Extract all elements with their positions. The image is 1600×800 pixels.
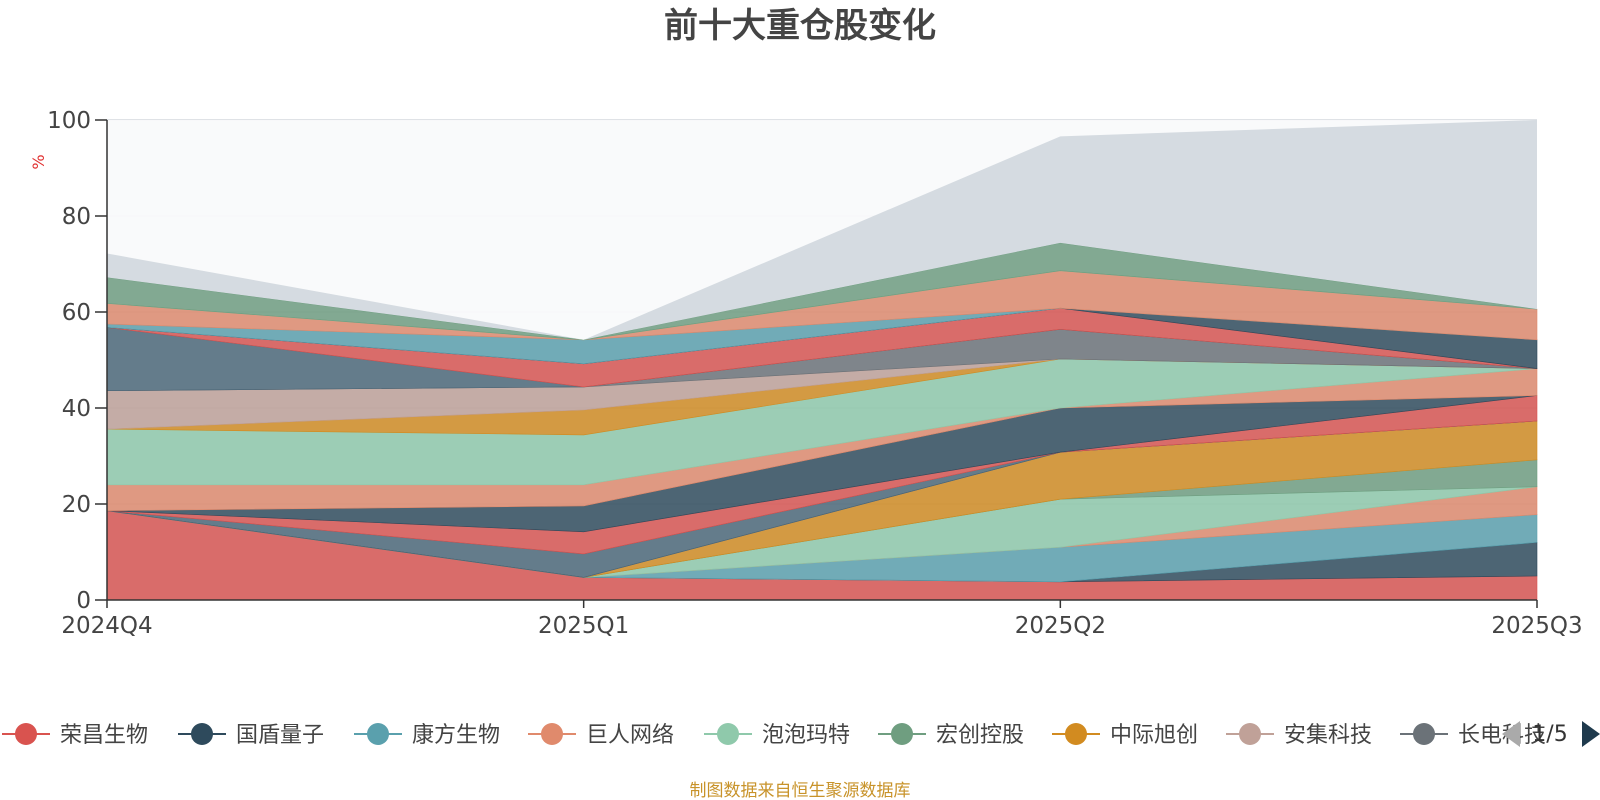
legend: 荣昌生物 国盾量子 康方生物 巨人网络 泡泡玛特 宏创控股 中际旭创 安集科技 长电科技 bbox=[2, 723, 1546, 748]
legend-item[interactable]: 泡泡玛特 bbox=[704, 723, 850, 748]
y-tick-label: 60 bbox=[62, 300, 91, 326]
y-axis-ticks: 0 20 40 60 80 100 bbox=[47, 108, 107, 614]
legend-item[interactable]: 康方生物 bbox=[354, 723, 500, 748]
x-tick-label: 2025Q3 bbox=[1491, 613, 1582, 639]
legend-label: 宏创控股 bbox=[936, 723, 1024, 748]
legend-marker bbox=[15, 723, 37, 745]
legend-label: 巨人网络 bbox=[586, 723, 674, 748]
legend-label: 安集科技 bbox=[1284, 723, 1372, 748]
legend-marker bbox=[891, 723, 913, 745]
legend-label: 长电科技 bbox=[1458, 723, 1546, 748]
legend-next-arrow-icon[interactable] bbox=[1582, 721, 1600, 747]
legend-marker bbox=[367, 723, 389, 745]
legend-marker bbox=[717, 723, 739, 745]
legend-marker bbox=[1413, 723, 1435, 745]
x-axis-ticks: 2024Q4 2025Q1 2025Q2 2025Q3 bbox=[61, 600, 1583, 639]
y-tick-label: 100 bbox=[47, 108, 91, 134]
y-tick-label: 20 bbox=[62, 492, 91, 518]
legend-item[interactable]: 荣昌生物 bbox=[2, 723, 148, 748]
area-其他[interactable] bbox=[107, 120, 1537, 340]
source-note: 制图数据来自恒生聚源数据库 bbox=[690, 781, 911, 800]
y-tick-label: 0 bbox=[76, 588, 91, 614]
y-tick-label: 40 bbox=[62, 396, 91, 422]
area-景旺电子[interactable] bbox=[106, 242, 1538, 341]
y-tick-label: 80 bbox=[62, 204, 91, 230]
legend-item[interactable]: 国盾量子 bbox=[178, 723, 324, 748]
legend-prev-arrow-icon[interactable] bbox=[1502, 721, 1520, 747]
legend-label: 泡泡玛特 bbox=[762, 723, 850, 748]
legend-label: 国盾量子 bbox=[236, 723, 324, 748]
legend-item[interactable]: 宏创控股 bbox=[878, 723, 1024, 748]
legend-marker bbox=[1239, 723, 1261, 745]
legend-label: 荣昌生物 bbox=[60, 723, 148, 748]
legend-label: 中际旭创 bbox=[1110, 723, 1198, 748]
chart-title: 前十大重仓股变化 bbox=[664, 6, 936, 46]
x-tick-label: 2025Q1 bbox=[538, 613, 629, 639]
legend-pager: 1/5 bbox=[1502, 721, 1600, 747]
stacked-areas bbox=[106, 120, 1538, 601]
y-axis-label: % bbox=[29, 154, 48, 169]
legend-item[interactable]: 安集科技 bbox=[1226, 723, 1372, 748]
legend-item[interactable]: 中际旭创 bbox=[1052, 723, 1198, 748]
legend-marker bbox=[541, 723, 563, 745]
legend-page-indicator: 1/5 bbox=[1532, 722, 1567, 747]
legend-item[interactable]: 长电科技 bbox=[1400, 723, 1546, 748]
legend-label: 康方生物 bbox=[412, 723, 500, 748]
top-gap bbox=[107, 120, 1537, 340]
x-tick-label: 2025Q2 bbox=[1015, 613, 1106, 639]
legend-item[interactable]: 巨人网络 bbox=[528, 723, 674, 748]
x-tick-label: 2024Q4 bbox=[61, 613, 152, 639]
legend-marker bbox=[191, 723, 213, 745]
legend-marker bbox=[1065, 723, 1087, 745]
